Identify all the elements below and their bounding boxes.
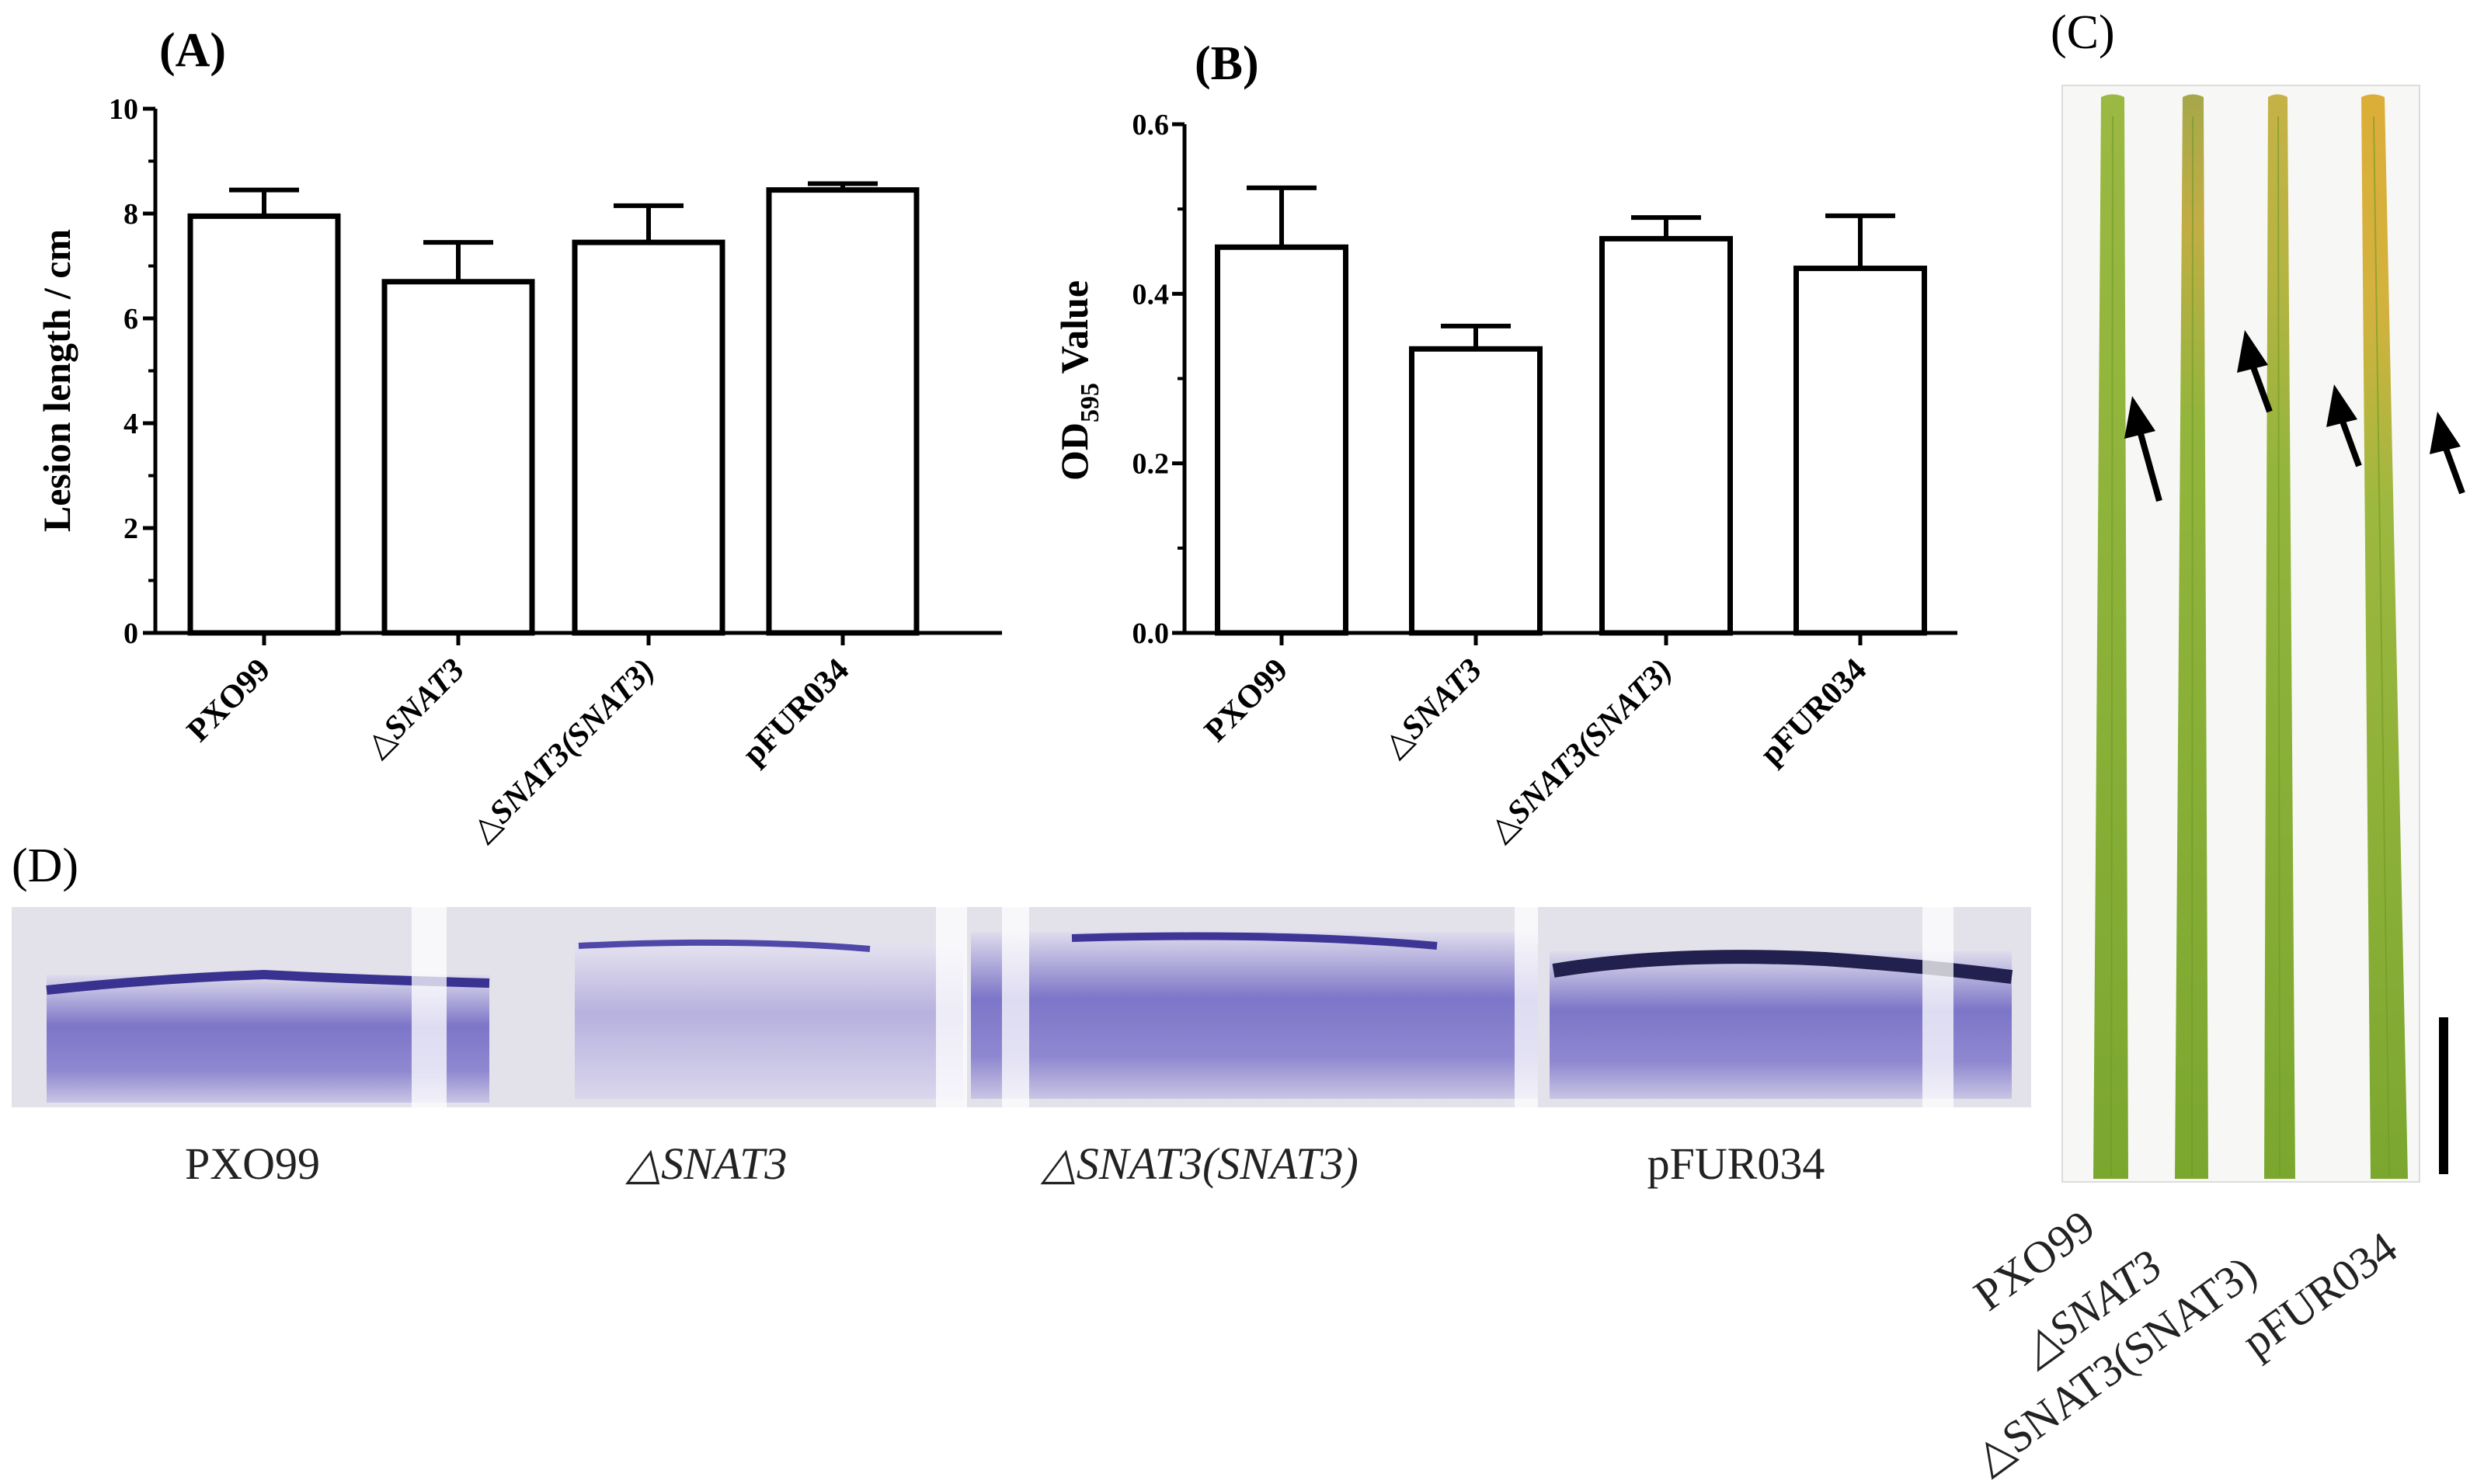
biofilm-snat3-comp bbox=[971, 932, 1538, 1099]
arrow-icon bbox=[2430, 412, 2465, 495]
panel-b-label: (B) bbox=[1195, 37, 1259, 90]
panel-a-y-tick-labels: 0 2 4 6 8 10 bbox=[109, 93, 138, 650]
panel-d-label-pfur034: pFUR034 bbox=[1647, 1138, 1825, 1189]
y-tick-label: 2 bbox=[124, 513, 138, 545]
panel-a-label: (A) bbox=[159, 24, 226, 77]
x-category-label: △SNAT3 bbox=[360, 652, 472, 765]
panel-b-y-axis-label-main: OD bbox=[1052, 422, 1096, 481]
arrow-icon bbox=[2124, 396, 2162, 502]
y-tick-label: 0 bbox=[124, 617, 138, 650]
panel-b-y-axis-label: OD595 Value bbox=[1052, 280, 1105, 481]
leaf-pfur034 bbox=[2361, 94, 2408, 1179]
lesion-arrows bbox=[2124, 330, 2465, 502]
y-tick-label: 8 bbox=[124, 198, 138, 231]
x-category-label: PXO99 bbox=[1198, 652, 1295, 749]
panel-b-y-axis-label-rest: Value bbox=[1052, 280, 1096, 383]
panel-b-y-tick-labels: 0.0 0.2 0.4 0.6 bbox=[1132, 109, 1170, 650]
panel-d-label-pxo99: PXO99 bbox=[185, 1138, 320, 1189]
bar bbox=[766, 187, 920, 636]
x-category-label: △SNAT3 bbox=[1377, 652, 1490, 765]
bar bbox=[1409, 346, 1543, 636]
panel-a-chart: (A) Lesion length / cm 0 2 4 6 8 10 PXO99 △SNA… bbox=[35, 24, 1002, 849]
panel-b-y-axis-label-sub: 595 bbox=[1076, 383, 1105, 422]
scale-bar bbox=[2439, 1017, 2448, 1174]
arrow-icon bbox=[2326, 384, 2362, 467]
y-tick-label: 0.2 bbox=[1132, 448, 1170, 481]
x-category-label: pFUR034 bbox=[736, 652, 856, 773]
leaf-snat3-mutant bbox=[2175, 94, 2208, 1179]
bar bbox=[1215, 244, 1348, 636]
panel-c-label: (C) bbox=[2051, 6, 2115, 59]
panel-b-bars bbox=[1215, 185, 1927, 636]
panel-a-category-labels: PXO99 △SNAT3△SNAT3(SNAT3) pFUR034 bbox=[180, 652, 856, 849]
panel-d-label-snat3-comp: △SNAT3(SNAT3) bbox=[1040, 1138, 1359, 1189]
panel-a-bars bbox=[187, 181, 920, 636]
biofilm-snat3 bbox=[575, 944, 963, 1099]
bar bbox=[1793, 266, 1927, 636]
panel-d-label-snat3: △SNAT3 bbox=[625, 1138, 788, 1189]
panel-a-y-axis-label: Lesion length / cm bbox=[35, 229, 78, 532]
bar bbox=[1599, 235, 1733, 636]
bar bbox=[572, 239, 725, 636]
y-tick-label: 0.0 bbox=[1132, 617, 1170, 650]
panel-c-label-pfur034: pFUR034 bbox=[2232, 1222, 2406, 1367]
biofilm-ring-snat3 bbox=[578, 939, 871, 952]
panel-c-leaf-photo: (C) bbox=[1964, 6, 2465, 1484]
panel-d-biofilm-photo: (D) PXO99 △SNAT3 △SNAT3(SNAT3) pFUR034 bbox=[12, 839, 2031, 1189]
leaf-snat3-complemented bbox=[2264, 94, 2295, 1179]
leaf-pxo99 bbox=[2093, 94, 2128, 1179]
biofilm-ring-snat3-comp bbox=[1071, 932, 1438, 950]
x-category-label: PXO99 bbox=[180, 652, 277, 749]
y-tick-label: 6 bbox=[124, 303, 138, 335]
x-category-label: pFUR034 bbox=[1753, 652, 1873, 773]
bar bbox=[381, 279, 535, 636]
y-tick-label: 0.6 bbox=[1132, 109, 1170, 141]
panel-b-chart: (B) OD595 Value 0.0 0.2 0.4 0.6 PXO99 △SNAT3… bbox=[1052, 37, 1957, 849]
panel-b-category-labels: PXO99 △SNAT3△SNAT3(SNAT3) pFUR034 bbox=[1198, 652, 1873, 849]
tube-glass-highlights bbox=[412, 907, 1953, 1107]
x-category-label: △SNAT3(SNAT3) bbox=[1483, 652, 1679, 849]
bar bbox=[187, 213, 341, 636]
arrow-icon bbox=[2237, 330, 2273, 413]
y-tick-label: 0.4 bbox=[1132, 278, 1170, 311]
y-tick-label: 10 bbox=[109, 93, 138, 126]
y-tick-label: 4 bbox=[124, 408, 138, 440]
x-category-label: △SNAT3(SNAT3) bbox=[465, 652, 662, 849]
leaf-veins bbox=[2110, 116, 2390, 1177]
panel-d-label: (D) bbox=[12, 839, 78, 892]
